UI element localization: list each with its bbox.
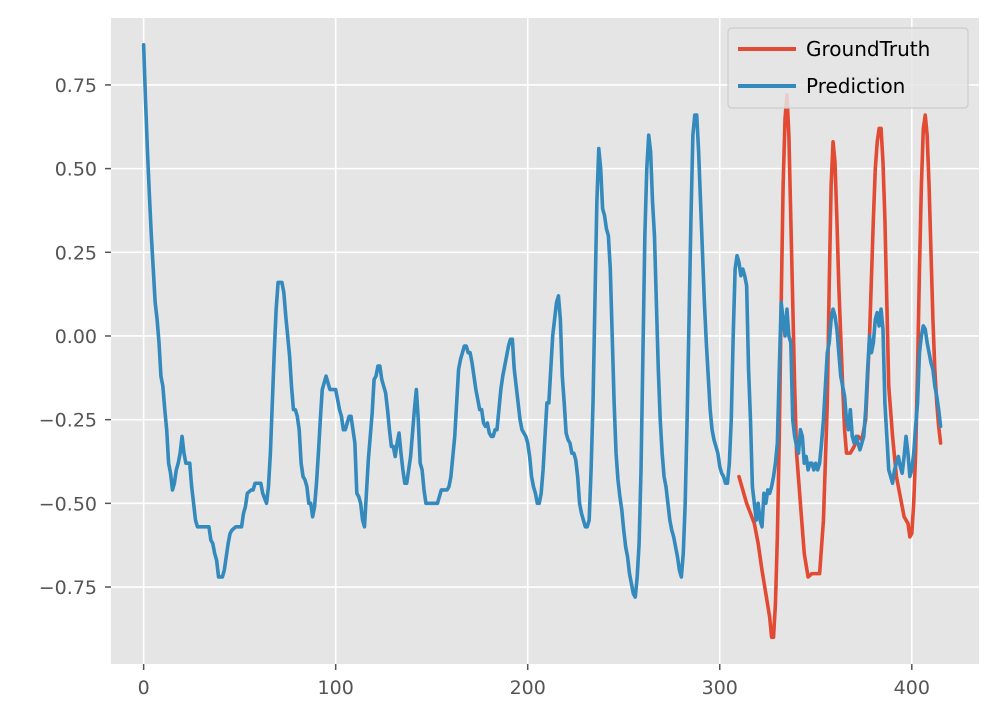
y-tick-label: 0.75 xyxy=(55,75,97,97)
y-tick-label: 0.00 xyxy=(55,326,97,348)
legend: GroundTruth Prediction xyxy=(727,27,969,109)
gridlines xyxy=(111,18,979,664)
series-lines xyxy=(141,42,943,640)
x-tick-label: 0 xyxy=(138,677,150,699)
y-tick-label: 0.25 xyxy=(55,242,97,264)
x-tick-label: 100 xyxy=(318,677,354,699)
series-line-prediction xyxy=(141,42,943,599)
x-tick-label: 400 xyxy=(894,677,930,699)
x-tick-label: 300 xyxy=(702,677,738,699)
y-tick-label: 0.50 xyxy=(55,159,97,181)
legend-label-groundtruth: GroundTruth xyxy=(806,37,930,61)
plot-area xyxy=(111,18,979,664)
y-tick-label: −0.25 xyxy=(39,410,97,432)
x-axis-ticks: 0 100 200 300 400 xyxy=(138,664,930,699)
x-tick-label: 200 xyxy=(510,677,546,699)
legend-label-prediction: Prediction xyxy=(806,74,905,98)
y-tick-label: −0.50 xyxy=(39,493,97,515)
y-tick-label: −0.75 xyxy=(39,577,97,599)
y-axis-ticks: 0.75 0.50 0.25 0.00 −0.25 −0.50 −0.75 xyxy=(39,75,111,599)
